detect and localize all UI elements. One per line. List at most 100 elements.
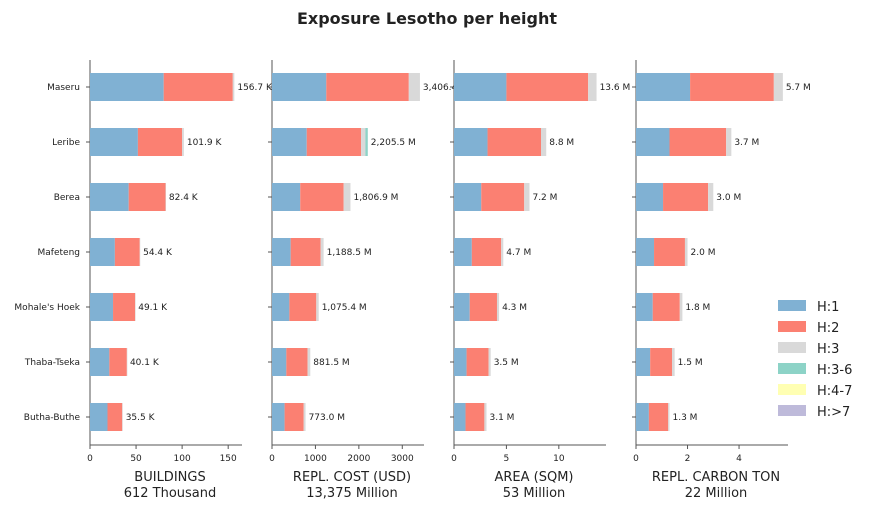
bar-segment-h-3: [126, 348, 128, 376]
bar-segment-h-2: [289, 293, 317, 321]
value-label: 2.0 M: [691, 248, 716, 258]
x-tick-label: 3000: [391, 454, 414, 464]
panel-2: 0 1000 2000 3000 3,406.4 2,205.5 M 1,806.9 M 1,…: [268, 60, 458, 501]
legend-swatch: [778, 321, 806, 332]
value-label: 40.1 K: [130, 358, 160, 368]
bar-segment-h-2: [286, 348, 308, 376]
x-tick-label: 2000: [347, 454, 370, 464]
x-tick-label: 1000: [304, 454, 327, 464]
bar-segment-h-1: [272, 348, 287, 376]
value-label: 3.0 M: [716, 193, 741, 203]
bar-segment-h-1: [272, 128, 307, 156]
bar-segment-h-3: [139, 238, 141, 266]
category-label: Mafeteng: [38, 248, 80, 258]
x-axis-label: REPL. COST (USD): [293, 470, 411, 485]
bar-segment-h-2: [466, 348, 489, 376]
bar-segment-h-3: [679, 293, 683, 321]
legend-label: H:3-6: [817, 363, 852, 378]
x-tick-label: 2: [685, 454, 691, 464]
bar-segment-h-2: [300, 183, 344, 211]
bar-segment-h-3: [320, 238, 324, 266]
value-label: 1,188.5 M: [327, 248, 372, 258]
bar-segment-h-2: [113, 293, 136, 321]
x-tick-label: 5: [504, 454, 510, 464]
x-axis-label: REPL. CARBON TON: [652, 470, 780, 485]
bar-segment-h-3: [484, 403, 487, 431]
x-tick-label: 10: [553, 454, 565, 464]
bar-segment-h-2: [306, 128, 362, 156]
value-label: 49.1 K: [138, 303, 168, 313]
legend-swatch: [778, 405, 806, 416]
bar-segment-h-2: [481, 183, 525, 211]
panel-4: 0 2 4 5.7 M 3.7 M 3.0 M 2.0 M 1.8 M 1.5 M 1.3 M RE…: [632, 60, 811, 501]
bar-segment-h-1: [454, 348, 467, 376]
bar-segment-h-1: [272, 403, 285, 431]
bar-segment-h-3: [773, 73, 783, 101]
bar-segment-h-3: [524, 183, 530, 211]
bar-segment-h-2: [650, 348, 673, 376]
bar-segment-h-3: [135, 293, 136, 321]
x-tick-label: 0: [269, 454, 275, 464]
panel-3: 0 5 10 13.6 M 8.8 M 7.2 M 4.7 M 4.3 M 3.5 M 3.1 M…: [450, 60, 630, 501]
bar-segment-h-2: [137, 128, 183, 156]
bar-segment-h-2: [669, 128, 727, 156]
bar-segment-h-1: [90, 293, 114, 321]
legend-swatch: [778, 300, 806, 311]
value-label: 156.7 K: [237, 83, 273, 93]
bar-segment-h-3: [726, 128, 732, 156]
bar-segment-h-3: [708, 183, 714, 211]
x-axis-label: AREA (SQM): [494, 470, 573, 485]
bar-segment-h-1: [454, 183, 482, 211]
bar-segment-h-3: [496, 293, 500, 321]
bar-segment-h-3-6: [365, 128, 368, 156]
bar-segment-h-1: [90, 348, 110, 376]
bar-segment-h-1: [272, 238, 291, 266]
bar-segment-h-3: [672, 348, 675, 376]
legend-swatch: [778, 342, 806, 353]
value-label: 1,806.9 M: [353, 193, 398, 203]
x-tick-label: 0: [633, 454, 639, 464]
bar-segment-h-3: [232, 73, 235, 101]
value-label: 54.4 K: [143, 248, 173, 258]
bar-segment-h-1: [90, 73, 164, 101]
value-label: 8.8 M: [549, 138, 574, 148]
value-label: 82.4 K: [169, 193, 199, 203]
bar-segment-h-3: [684, 238, 688, 266]
bar-segment-h-1: [454, 128, 488, 156]
value-label: 881.5 M: [313, 358, 349, 368]
value-label: 7.2 M: [532, 193, 557, 203]
x-tick-label: 0: [87, 454, 93, 464]
bar-segment-h-2: [326, 73, 409, 101]
bar-segment-h-1: [454, 238, 472, 266]
bar-segment-h-2: [654, 238, 685, 266]
legend-swatch: [778, 363, 806, 374]
panel-1: 0 50 100 150 Maseru 156.7 K Leribe 101.9 K Berea…: [14, 60, 273, 501]
value-label: 1.3 M: [672, 413, 697, 423]
legend-label: H:3: [817, 342, 839, 357]
bar-segment-h-3: [182, 128, 184, 156]
legend-label: H:4-7: [817, 384, 852, 399]
x-tick-label: 4: [736, 454, 742, 464]
legend-label: H:1: [817, 300, 839, 315]
value-label: 3.7 M: [734, 138, 759, 148]
bar-segment-h-3: [343, 183, 351, 211]
bar-segment-h-3: [303, 403, 306, 431]
bar-segment-h-2: [465, 403, 485, 431]
legend-label: H:2: [817, 321, 839, 336]
bar-segment-h-2: [109, 348, 127, 376]
bar-segment-h-2: [163, 73, 233, 101]
x-axis-total: 612 Thousand: [124, 486, 217, 501]
bar-segment-h-2: [652, 293, 680, 321]
x-tick-label: 0: [451, 454, 457, 464]
bar-segment-h-2: [471, 238, 502, 266]
bar-segment-h-1: [636, 183, 664, 211]
bar-segment-h-1: [454, 403, 466, 431]
bar-segment-h-1: [90, 183, 129, 211]
chart-title: Exposure Lesotho per height: [297, 9, 557, 28]
bar-segment-h-3: [361, 128, 366, 156]
x-tick-label: 100: [174, 454, 191, 464]
bar-segment-h-1: [636, 128, 670, 156]
bar-segment-h-2: [690, 73, 774, 101]
value-label: 2,205.5 M: [371, 138, 416, 148]
